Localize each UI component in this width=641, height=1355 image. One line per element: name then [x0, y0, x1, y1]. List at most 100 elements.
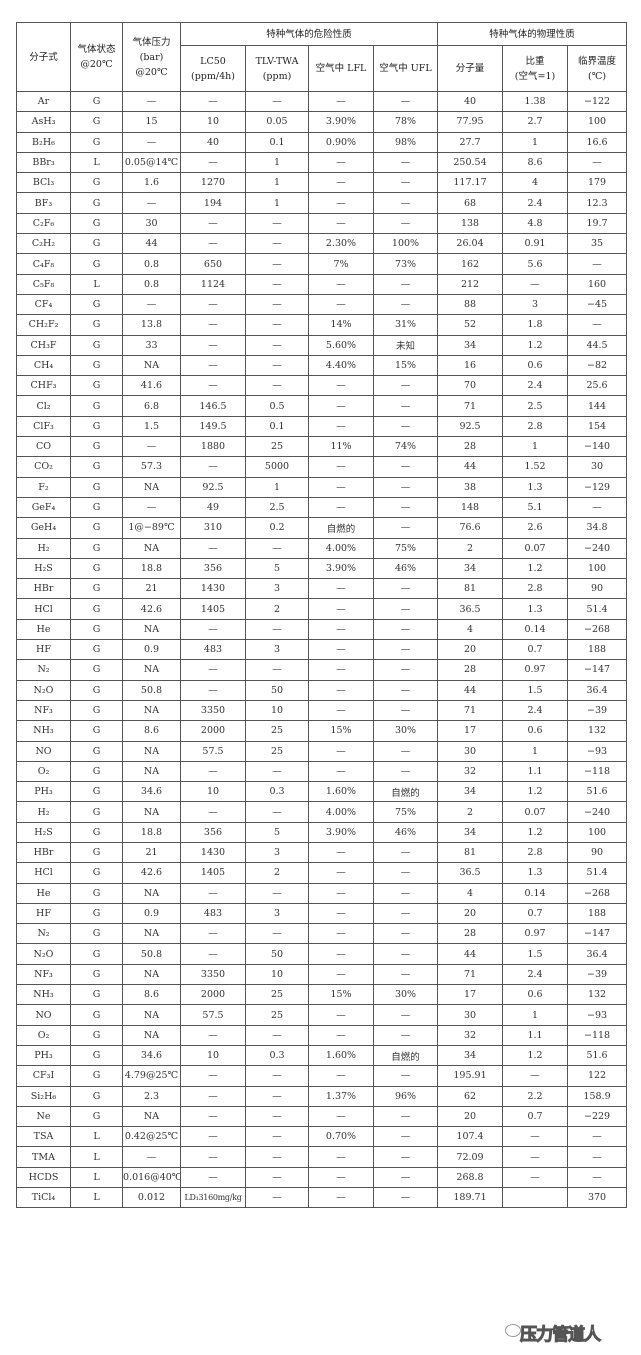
cell-tlv-twa: —	[245, 923, 309, 945]
cell-lc50: 1430	[180, 578, 246, 600]
cell-lc50: 146.5	[180, 395, 246, 417]
cell-formula: TiCl₄	[16, 1187, 71, 1209]
cell-specific-gravity: 1	[502, 436, 569, 458]
cell-pressure: 0.05@14℃	[122, 151, 181, 174]
cell-lfl: 自燃的	[308, 517, 374, 539]
cell-lfl: —	[308, 699, 374, 722]
cell-state: G	[70, 1105, 123, 1128]
cell-critical-temperature: 160	[567, 273, 628, 295]
table-row: C₅F₈ L 0.8 1124— — —212—160	[16, 273, 628, 295]
cell-lc50: —	[180, 801, 246, 823]
cell-molecular-weight: 62	[437, 1085, 504, 1107]
cell-ufl: —	[372, 415, 439, 438]
cell-state: G	[70, 111, 123, 133]
cell-tlv-twa: —	[245, 882, 309, 904]
cell-lfl: —	[308, 1105, 374, 1128]
cell-molecular-weight: 36.5	[437, 598, 504, 620]
cell-tlv-twa: —	[245, 253, 309, 275]
cell-critical-temperature: 90	[567, 841, 628, 864]
cell-molecular-weight: 44	[437, 943, 504, 965]
cell-specific-gravity: —	[502, 1166, 569, 1189]
cell-specific-gravity: 2.8	[502, 841, 569, 864]
cell-lc50: —	[180, 456, 246, 478]
cell-lc50: —	[180, 151, 246, 174]
cell-state: G	[70, 1004, 123, 1026]
cell-pressure: 50.8	[122, 943, 181, 965]
cell-pressure: 34.6	[122, 1044, 181, 1067]
cell-state: G	[70, 314, 123, 336]
table-row: GeF₄ G —49 2.5— —148 5.1—	[16, 496, 628, 519]
cell-molecular-weight: 34	[437, 334, 504, 356]
cell-critical-temperature: 25.6	[567, 375, 628, 397]
cell-state: G	[70, 1044, 123, 1067]
cell-lfl: 15%	[308, 984, 374, 1006]
cell-specific-gravity: 1	[502, 740, 569, 762]
cell-lfl: —	[308, 375, 374, 397]
cell-pressure: —	[122, 496, 181, 519]
cell-lfl: 0.90%	[308, 131, 374, 153]
cell-specific-gravity	[502, 1187, 569, 1209]
cell-lfl: —	[308, 639, 374, 661]
cell-critical-temperature: 158.9	[567, 1085, 628, 1107]
cell-formula: HCl	[16, 598, 71, 620]
cell-lc50: —	[180, 1146, 246, 1168]
table-row: CH₄ G NA — —4.40% 15% 16 0.6 −82	[16, 354, 628, 377]
cell-pressure: 34.6	[122, 781, 181, 803]
cell-ufl: —	[372, 375, 439, 397]
cell-ufl: 73%	[372, 253, 439, 275]
cell-formula: CF₃I	[16, 1065, 71, 1087]
cell-ufl: —	[372, 273, 439, 295]
table-row: NO G NA 57.5 25— —30 1 −93	[16, 740, 628, 762]
cell-lfl: —	[308, 862, 374, 884]
cell-lc50: 310	[180, 517, 246, 539]
cell-specific-gravity: 0.91	[502, 233, 569, 255]
cell-formula: O₂	[16, 760, 71, 783]
cell-lfl: —	[308, 273, 374, 295]
cell-tlv-twa: —	[245, 334, 309, 356]
cell-critical-temperature: —	[567, 1126, 628, 1148]
cell-molecular-weight: 195.91	[437, 1065, 504, 1087]
cell-formula: NH₃	[16, 720, 71, 742]
cell-formula: PH₃	[16, 781, 71, 803]
cell-ufl: —	[372, 456, 439, 478]
cell-ufl: —	[372, 1146, 439, 1168]
cell-ufl: 46%	[372, 821, 439, 843]
cell-critical-temperature: −147	[567, 923, 628, 945]
cell-pressure: 0.8	[122, 253, 181, 275]
cell-molecular-weight: 27.7	[437, 131, 504, 153]
cell-formula: H₂S	[16, 557, 71, 580]
cell-lc50: 1405	[180, 598, 246, 620]
cell-pressure: NA	[122, 476, 181, 498]
header-hazard-group: 特种气体的危险性质	[179, 22, 439, 46]
cell-ufl: —	[372, 699, 439, 722]
cell-lc50: 40	[180, 131, 246, 153]
table-row: GeH₄ G 1@−89℃ 310 0.2 自燃的 —76.6 2.6 34.8	[16, 517, 628, 539]
cell-lc50: 650	[180, 253, 246, 275]
cell-specific-gravity: 1.2	[502, 1044, 569, 1067]
cell-critical-temperature: —	[567, 496, 628, 519]
cell-ufl: 46%	[372, 557, 439, 580]
cell-state: G	[70, 679, 123, 701]
cell-formula: C₄F₈	[16, 253, 71, 275]
cell-lfl: —	[308, 1187, 374, 1209]
cell-critical-temperature: −45	[567, 293, 628, 316]
cell-critical-temperature: 51.6	[567, 1044, 628, 1067]
table-row: CF₄ G — — — — —88 3 −45	[16, 293, 628, 316]
cell-molecular-weight: 2	[437, 801, 504, 823]
cell-specific-gravity: 1.2	[502, 557, 569, 580]
cell-formula: F₂	[16, 476, 71, 498]
cell-state: G	[70, 862, 123, 884]
table-row: NH₃ G 8.6 2000 25 15% 30% 17 0.6 132	[16, 720, 628, 742]
cell-state: G	[70, 1065, 123, 1087]
cell-lc50: 149.5	[180, 415, 246, 438]
cell-pressure: 8.6	[122, 984, 181, 1006]
watermark: 压力管道人	[520, 1325, 602, 1346]
cell-formula: NO	[16, 1004, 71, 1026]
cell-ufl: 75%	[372, 801, 439, 823]
cell-molecular-weight: 2	[437, 537, 504, 559]
cell-molecular-weight: 17	[437, 984, 504, 1006]
cell-ufl: —	[372, 1065, 439, 1087]
table-row: H₂S G 18.8 356 5 3.90% 46% 34 1.2 100	[16, 821, 628, 843]
cell-critical-temperature: —	[567, 314, 628, 336]
table-row: He G NA — — — —4 0.14 −268	[16, 882, 628, 904]
